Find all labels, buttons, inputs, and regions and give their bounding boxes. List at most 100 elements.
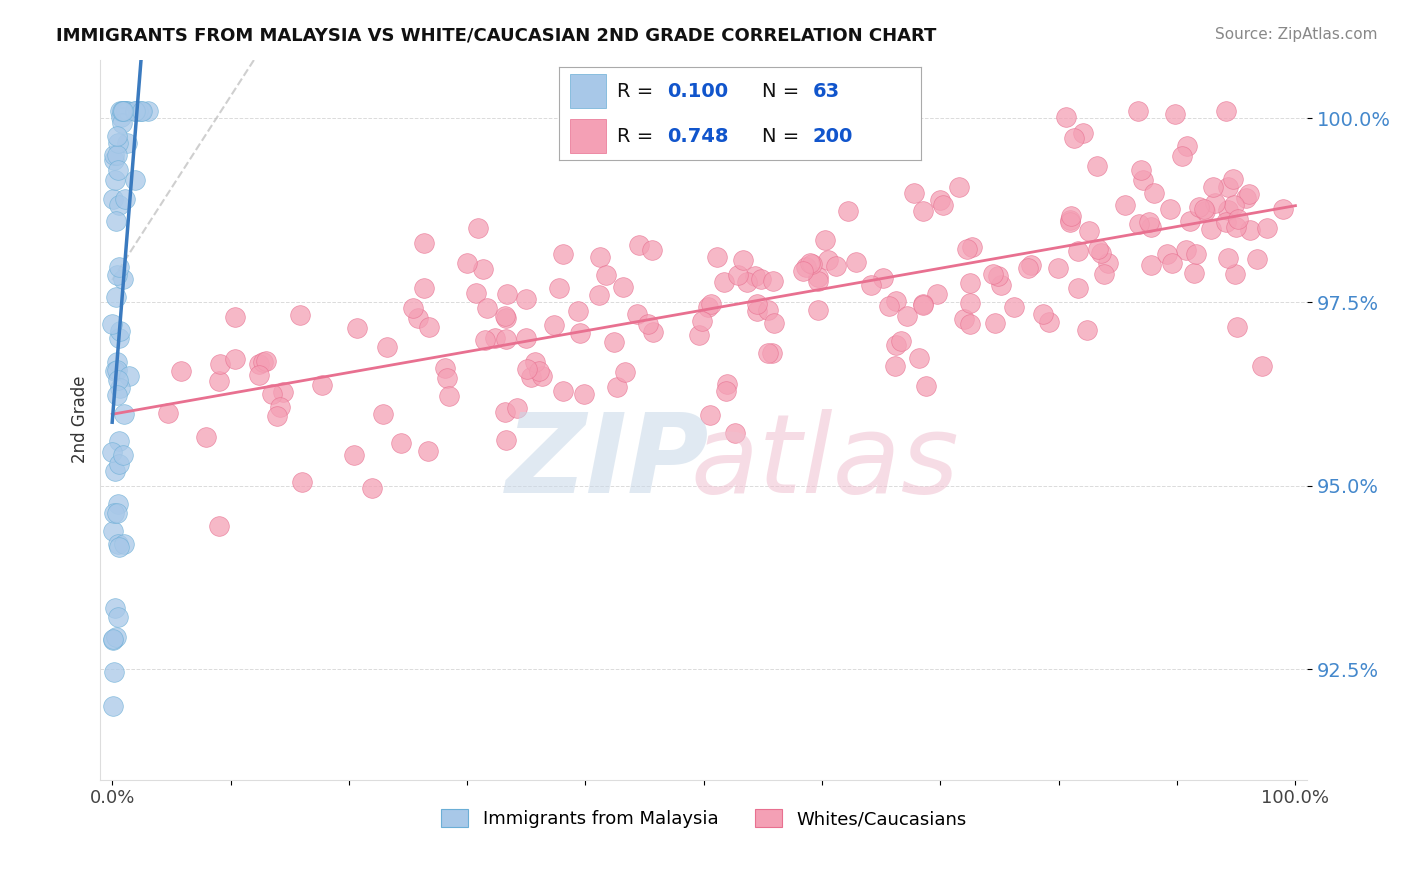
Point	[1060, 210, 1083, 224]
Point	[436, 371, 458, 385]
Point	[402, 301, 425, 316]
Point	[108, 103, 131, 118]
Point	[724, 426, 747, 441]
Point	[595, 268, 617, 283]
Point	[1067, 280, 1090, 294]
Point	[1076, 323, 1098, 337]
Point	[1271, 202, 1294, 216]
Point	[115, 136, 138, 150]
Point	[1171, 149, 1194, 163]
Point	[107, 129, 129, 144]
Point	[108, 540, 131, 554]
Point	[837, 204, 859, 219]
Point	[515, 331, 537, 345]
Point	[157, 406, 180, 420]
Point	[389, 436, 412, 450]
Point	[1250, 359, 1272, 373]
Point	[103, 148, 125, 162]
Point	[484, 330, 506, 344]
Point	[912, 298, 935, 312]
Point	[927, 286, 949, 301]
Point	[1215, 104, 1237, 119]
Point	[105, 388, 128, 402]
Point	[896, 309, 918, 323]
Point	[879, 299, 901, 313]
Point	[762, 275, 785, 289]
Point	[1225, 219, 1247, 234]
Point	[987, 268, 1010, 283]
Point	[439, 389, 461, 403]
Point	[547, 281, 569, 295]
Point	[1188, 200, 1211, 214]
Point	[208, 519, 231, 533]
Point	[1067, 244, 1090, 258]
Point	[118, 369, 141, 384]
Point	[111, 116, 134, 130]
Point	[371, 407, 394, 421]
Point	[911, 297, 934, 311]
Point	[688, 328, 710, 343]
Point	[603, 334, 626, 349]
Point	[247, 368, 270, 382]
Point	[107, 434, 129, 448]
Point	[107, 610, 129, 624]
Point	[1140, 258, 1163, 272]
Point	[1156, 247, 1178, 261]
Point	[1063, 131, 1085, 145]
Text: IMMIGRANTS FROM MALAYSIA VS WHITE/CAUCASIAN 2ND GRADE CORRELATION CHART: IMMIGRANTS FROM MALAYSIA VS WHITE/CAUCAS…	[56, 27, 936, 45]
Point	[107, 136, 129, 150]
Point	[131, 103, 153, 118]
Point	[262, 387, 284, 401]
Point	[1199, 221, 1222, 235]
Point	[413, 281, 436, 295]
Point	[495, 310, 517, 325]
Point	[117, 103, 139, 118]
Point	[872, 271, 894, 285]
Point	[105, 268, 128, 283]
Point	[104, 464, 127, 478]
Point	[494, 404, 516, 418]
Point	[948, 179, 970, 194]
Point	[903, 186, 925, 200]
Point	[101, 633, 124, 648]
Point	[456, 255, 478, 269]
Point	[101, 699, 124, 714]
Point	[1054, 110, 1077, 124]
Point	[474, 334, 496, 348]
Point	[824, 259, 846, 273]
Point	[588, 250, 610, 264]
Point	[290, 308, 312, 322]
Point	[311, 378, 333, 392]
Point	[465, 286, 488, 301]
Point	[107, 537, 129, 551]
Point	[884, 337, 907, 351]
Point	[170, 364, 193, 378]
Point	[614, 365, 637, 379]
Point	[224, 310, 246, 325]
Point	[1059, 215, 1081, 229]
Point	[129, 103, 152, 118]
Point	[984, 316, 1007, 330]
Point	[342, 448, 364, 462]
Point	[886, 294, 908, 309]
Point	[1073, 126, 1095, 140]
Point	[567, 304, 589, 318]
Point	[1137, 214, 1160, 228]
Point	[494, 309, 516, 323]
Point	[224, 351, 246, 366]
Point	[551, 384, 574, 398]
Point	[1092, 267, 1115, 281]
Point	[1046, 260, 1069, 275]
Point	[800, 257, 823, 271]
Point	[612, 280, 634, 294]
Point	[247, 357, 270, 371]
Point	[1128, 217, 1150, 231]
Point	[477, 301, 499, 316]
Point	[807, 274, 830, 288]
Point	[1234, 191, 1257, 205]
Point	[108, 260, 131, 275]
Point	[136, 103, 159, 118]
Point	[1182, 266, 1205, 280]
Point	[124, 103, 146, 118]
Point	[745, 297, 768, 311]
